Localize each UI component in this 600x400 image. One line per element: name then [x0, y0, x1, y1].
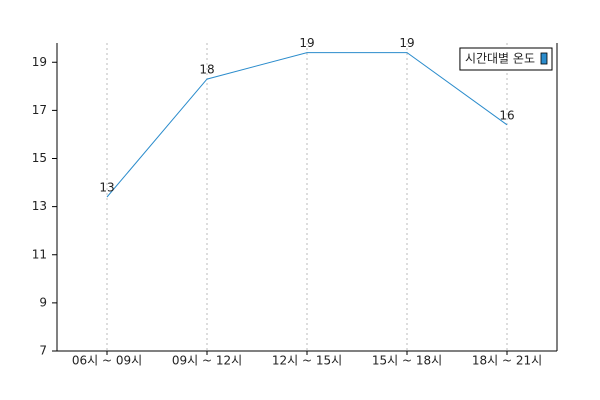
data-label: 19 — [399, 36, 414, 50]
legend: 시간대별 온도 — [459, 47, 553, 71]
y-tick-label: 9 — [39, 295, 47, 309]
legend-label: 시간대별 온도 — [465, 52, 535, 66]
legend-swatch — [540, 52, 548, 65]
x-tick-label: 18시 ~ 21시 — [472, 354, 542, 368]
data-label: 19 — [299, 36, 314, 50]
x-tick-label: 06시 ~ 09시 — [72, 354, 142, 368]
data-label: 16 — [499, 108, 514, 122]
line — [106, 52, 508, 198]
x-tick-label: 12시 ~ 15시 — [272, 354, 342, 368]
y-tick-label: 7 — [39, 344, 47, 358]
x-tick-label: 15시 ~ 18시 — [372, 354, 442, 368]
x-tick-label: 09시 ~ 12시 — [172, 354, 242, 368]
data-label: 18 — [199, 63, 214, 77]
y-tick-label: 11 — [32, 247, 47, 261]
y-tick-label: 19 — [32, 55, 47, 69]
legend-box — [459, 47, 553, 71]
data-label: 13 — [99, 181, 114, 195]
y-tick-label: 15 — [32, 151, 47, 165]
y-tick-label: 17 — [32, 103, 47, 117]
y-tick-label: 13 — [32, 199, 47, 213]
